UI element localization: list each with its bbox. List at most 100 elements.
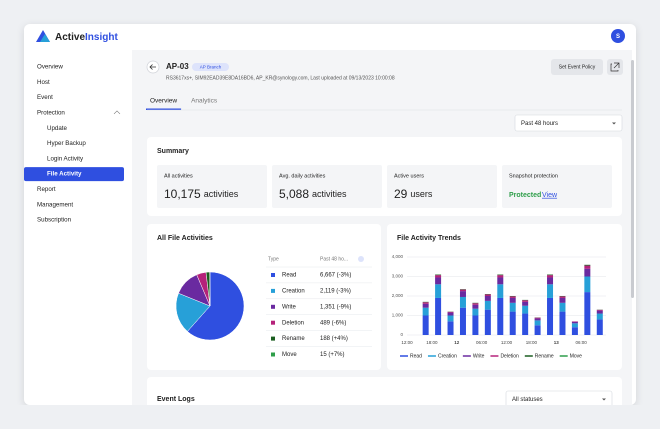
- range-select[interactable]: [514, 114, 623, 132]
- bar-segment: [522, 305, 529, 314]
- count-label: 1,351 (-9%): [320, 304, 351, 310]
- caret: [612, 122, 616, 125]
- bar-segment: [459, 307, 466, 335]
- bar-segment: [435, 284, 442, 298]
- legend-label: Deletion: [500, 354, 519, 360]
- stat-value: 10,175 activities: [164, 187, 239, 201]
- bar-segment: [447, 312, 454, 316]
- range-select-text: Past 48 hours: [521, 121, 558, 127]
- stat-value: 5,088 activities: [279, 187, 347, 201]
- brand-a: Active: [55, 32, 85, 43]
- nav-item[interactable]: Protection: [37, 110, 65, 117]
- legend-label: Write: [473, 354, 485, 360]
- x-tick-label: 12: [454, 340, 460, 345]
- stat-unit: activities: [204, 189, 239, 199]
- bar-segment: [435, 297, 442, 335]
- type-label: Deletion: [282, 320, 304, 326]
- y-tick-label: 4,000: [392, 254, 404, 259]
- bar-segment: [547, 275, 554, 278]
- bar-segment: [584, 292, 591, 335]
- legend-label: Creation: [438, 354, 457, 360]
- type-label: Creation: [282, 288, 305, 294]
- bar-segment: [509, 302, 516, 312]
- count-label: 15 (+7%): [320, 352, 345, 358]
- type-label: Move: [282, 352, 297, 358]
- stat-tile: [272, 165, 382, 208]
- count-label: 2,119 (-3%): [320, 288, 351, 294]
- y-tick-label: 2,000: [392, 293, 404, 298]
- bar-segment: [596, 313, 603, 320]
- bar-segment: [522, 301, 529, 306]
- x-tick-label: 18:00: [426, 340, 438, 345]
- bar-segment: [584, 264, 591, 266]
- legend-label: Move: [570, 354, 582, 360]
- bar-segment: [571, 321, 578, 324]
- nav-item[interactable]: Update: [47, 125, 68, 132]
- type-label: Rename: [282, 336, 305, 342]
- bar-segment: [584, 268, 591, 277]
- bar-segment: [596, 309, 603, 311]
- policy-button[interactable]: [551, 59, 603, 75]
- avatar-letter: S: [616, 34, 620, 40]
- bar-segment: [484, 296, 491, 301]
- stat-tile: [157, 165, 267, 208]
- nav-item[interactable]: Login Activity: [47, 155, 84, 162]
- stat-number: 29: [394, 187, 408, 201]
- swatch: [271, 320, 275, 325]
- nav-item[interactable]: Host: [37, 79, 50, 86]
- nav-item[interactable]: Event: [37, 94, 53, 101]
- bar-segment: [534, 317, 541, 319]
- nav-item[interactable]: Hyper Backup: [47, 140, 86, 147]
- bar-segment: [435, 274, 442, 276]
- summary-title: Summary: [157, 148, 189, 155]
- nav-item[interactable]: Overview: [37, 64, 63, 71]
- bar-segment: [459, 296, 466, 308]
- nav-item[interactable]: Management: [37, 201, 73, 208]
- device-meta: RS3617xs+, SIM92EAD39E8DA16BD6, AP_KR@sy…: [166, 75, 395, 81]
- brand-b: Insight: [85, 32, 118, 43]
- nav-item[interactable]: File Activity: [47, 171, 82, 178]
- chart-title: All File Activities: [157, 235, 213, 242]
- nav-item[interactable]: Report: [37, 186, 56, 193]
- tab-underline: [146, 108, 182, 110]
- bar-chart: File Activity Trends 0 1,000 2,000 3,000 4,00…: [392, 235, 606, 360]
- bar-segment: [522, 300, 529, 302]
- tab[interactable]: Analytics: [191, 98, 218, 105]
- bar-segment: [459, 289, 466, 292]
- policy-button-text: Set Event Policy: [559, 65, 596, 71]
- swatch: [271, 273, 275, 277]
- count-label: 489 (-6%): [320, 320, 346, 326]
- nav-item[interactable]: Subscription: [37, 217, 72, 224]
- stat-tile: [502, 165, 612, 208]
- type-label: Write: [282, 304, 297, 310]
- type-label: Read: [282, 273, 296, 279]
- brand: ActiveInsight: [55, 32, 118, 43]
- avatar[interactable]: [611, 29, 625, 43]
- y-tick-label: 1,000: [392, 313, 404, 318]
- bar-segment: [547, 297, 554, 335]
- scrollbar: [631, 60, 634, 298]
- stat-label: All activities: [164, 173, 193, 179]
- bar-segment: [559, 311, 566, 335]
- stat-unit: activities: [312, 189, 347, 199]
- x-tick-label: 06:00: [575, 340, 587, 345]
- bar-segment: [534, 320, 541, 326]
- x-tick-label: 06:00: [476, 340, 488, 345]
- sidebar: Overview Host Event Protection Update Hyper B…: [24, 64, 124, 224]
- bar-segment: [534, 318, 541, 321]
- snapshot-link[interactable]: View: [542, 192, 558, 199]
- stat-value: 29 users: [394, 187, 433, 201]
- stat-number: 5,088: [279, 187, 309, 201]
- bar-segment: [497, 277, 504, 285]
- bar-segment: [559, 296, 566, 298]
- pie-chart: All File Activities Type Past 48 ho... Read…: [157, 235, 372, 358]
- x-tick-label: 12:00: [501, 340, 513, 345]
- bar-segment: [484, 300, 491, 310]
- tab[interactable]: Overview: [150, 98, 177, 105]
- y-tick-label: 0: [400, 332, 403, 337]
- stat-label: Snapshot protection: [509, 173, 558, 179]
- bar-segment: [435, 277, 442, 285]
- bar-segment: [422, 303, 429, 308]
- bar-segment: [484, 294, 491, 296]
